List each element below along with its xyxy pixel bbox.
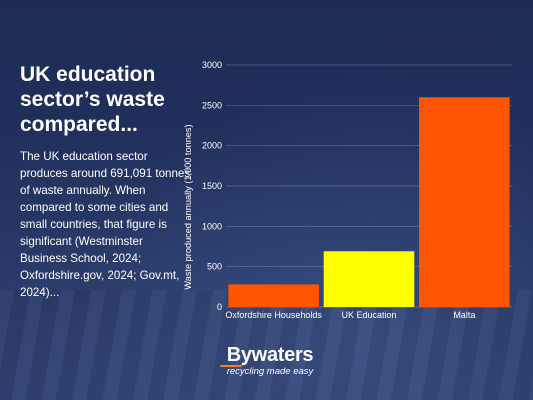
- bar-malta: [419, 97, 510, 308]
- logo-wordmark: Bywaters: [226, 344, 314, 366]
- bar-uk-education: [323, 251, 415, 307]
- x-tick-label: Malta: [453, 310, 475, 320]
- logo-swoosh-icon: [220, 365, 242, 367]
- headline: UK education sector’s waste compared...: [20, 63, 165, 136]
- y-tick-label: 2000: [202, 141, 222, 151]
- bar-oxfordshire-households: [228, 284, 319, 307]
- y-tick-label: 2500: [202, 100, 222, 110]
- y-tick-label: 0: [217, 302, 222, 312]
- y-tick-label: 1000: [202, 221, 222, 231]
- bars: [228, 97, 510, 308]
- y-tick-label: 1500: [202, 181, 222, 191]
- bywaters-logo: Bywaters recycling made easy: [220, 344, 320, 377]
- x-tick-labels: Oxfordshire Households UK Education Malta: [225, 310, 475, 320]
- x-tick-label: Oxfordshire Households: [225, 310, 322, 320]
- logo-tagline: recycling made easy: [226, 366, 314, 377]
- body-text: The UK education sector produces around …: [20, 150, 191, 299]
- x-tick-label: UK Education: [341, 310, 396, 320]
- y-tick-label: 500: [207, 262, 222, 272]
- y-tick-label: 3000: [202, 60, 222, 70]
- y-tick-labels: 0 500 1000 1500 2000 2500 3000: [202, 60, 222, 312]
- y-axis-label: Waste produced annually (1,000 tonnes): [183, 124, 193, 289]
